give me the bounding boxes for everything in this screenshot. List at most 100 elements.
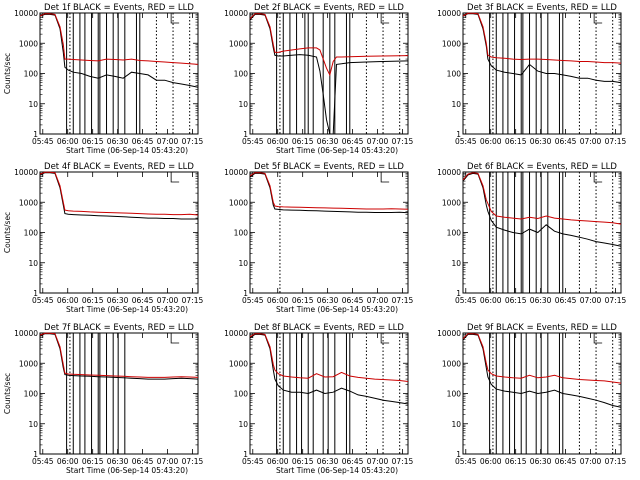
plot-frame: [249, 171, 409, 294]
plot-frame: [39, 332, 199, 455]
series-line-lld: [462, 172, 622, 225]
series-line-lld: [462, 333, 622, 384]
y-axis-title: Counts/sec: [3, 373, 12, 414]
y-tick-label: 10: [28, 420, 38, 429]
x-tick-label: 07:15: [182, 296, 204, 305]
y-tick-label: 1000: [229, 359, 248, 368]
x-tick-label: 05:45: [32, 137, 54, 146]
plot-frame: [462, 332, 622, 455]
x-tick-label: 07:00: [367, 137, 389, 146]
x-tick-label: 06:00: [57, 457, 79, 466]
y-tick-label: 1: [456, 450, 461, 459]
y-tick-label: 10: [238, 100, 248, 109]
x-tick-label: 06:15: [292, 137, 314, 146]
bracket-marker: [380, 13, 390, 24]
chart-title: Det 2f BLACK = Events, RED = LLD: [254, 3, 404, 13]
x-axis-title: Start Time (06-Sep-14 05:43:20): [276, 466, 398, 475]
y-tick-label: 10: [451, 100, 461, 109]
series-line-lld: [39, 13, 199, 65]
x-tick-label: 07:00: [157, 296, 179, 305]
y-tick-label: 1: [243, 130, 248, 139]
series-line-events: [249, 333, 409, 405]
x-tick-label: 06:45: [342, 296, 364, 305]
x-tick-label: 07:00: [580, 457, 602, 466]
x-tick-label: 06:15: [292, 457, 314, 466]
y-tick-label: 100: [234, 229, 249, 238]
series-line-lld: [39, 332, 199, 378]
x-tick-label: 05:45: [455, 296, 477, 305]
y-tick-label: 1000: [19, 39, 38, 48]
x-tick-label: 07:00: [580, 137, 602, 146]
series-line-events: [39, 13, 199, 88]
bracket-marker: [380, 333, 390, 344]
y-tick-label: 10: [28, 259, 38, 268]
x-tick-label: 07:00: [157, 457, 179, 466]
plot-frame: [39, 171, 199, 294]
y-tick-label: 100: [447, 70, 462, 79]
y-tick-label: 10000: [437, 329, 461, 338]
y-tick-label: 10000: [224, 9, 248, 18]
x-tick-label: 06:00: [480, 457, 502, 466]
y-tick-label: 1000: [442, 39, 461, 48]
x-tick-label: 06:45: [132, 137, 154, 146]
x-tick-label: 06:00: [267, 457, 289, 466]
y-tick-label: 1000: [19, 198, 38, 207]
bracket-marker: [170, 333, 180, 344]
x-tick-label: 06:00: [267, 296, 289, 305]
series-line-lld: [249, 13, 409, 77]
series-line-events: [462, 333, 622, 408]
x-tick-label: 06:45: [555, 137, 577, 146]
x-tick-label: 05:45: [32, 457, 54, 466]
y-tick-label: 1: [33, 289, 38, 298]
y-tick-label: 1000: [442, 359, 461, 368]
y-tick-label: 1000: [229, 39, 248, 48]
chart-panel-8: Det 8f BLACK = Events, RED = LLD 1 10 100 10…: [224, 323, 413, 475]
x-tick-label: 07:00: [580, 296, 602, 305]
x-tick-label: 05:45: [32, 296, 54, 305]
y-tick-label: 100: [447, 229, 462, 238]
series-line-events: [462, 172, 622, 247]
x-tick-label: 06:30: [530, 296, 552, 305]
x-tick-label: 06:00: [267, 137, 289, 146]
y-tick-label: 1: [456, 130, 461, 139]
x-tick-label: 06:30: [317, 457, 339, 466]
y-tick-label: 100: [24, 70, 39, 79]
x-tick-label: 06:15: [505, 296, 527, 305]
chart-panel-9: Det 9f BLACK = Events, RED = LLD 1 10 100 10…: [437, 323, 626, 466]
plot-frame: [462, 12, 622, 135]
x-tick-label: 05:45: [455, 137, 477, 146]
bracket-marker: [593, 333, 603, 344]
y-tick-label: 1: [456, 289, 461, 298]
plot-frame: [462, 171, 622, 294]
x-tick-label: 06:15: [82, 137, 104, 146]
y-tick-label: 100: [447, 390, 462, 399]
y-tick-label: 1000: [442, 198, 461, 207]
x-tick-label: 06:30: [530, 137, 552, 146]
x-tick-label: 06:15: [292, 296, 314, 305]
y-tick-label: 10000: [224, 168, 248, 177]
x-tick-label: 06:45: [342, 457, 364, 466]
bracket-marker: [170, 13, 180, 24]
y-tick-label: 10: [28, 100, 38, 109]
y-tick-label: 1: [243, 289, 248, 298]
y-tick-label: 10000: [437, 168, 461, 177]
y-tick-label: 10: [451, 259, 461, 268]
chart-title: Det 5f BLACK = Events, RED = LLD: [254, 162, 404, 172]
series-line-events: [249, 13, 409, 135]
series-line-lld: [462, 12, 622, 64]
x-tick-label: 06:30: [530, 457, 552, 466]
series-line-events: [39, 333, 199, 380]
chart-panel-2: Det 2f BLACK = Events, RED = LLD 1 10 100 10…: [224, 3, 413, 155]
chart-panel-4: Det 4f BLACK = Events, RED = LLD 1 10 100 10…: [3, 162, 203, 314]
x-tick-label: 05:45: [242, 296, 264, 305]
y-tick-label: 100: [24, 390, 39, 399]
x-tick-label: 06:30: [317, 137, 339, 146]
y-tick-label: 1000: [229, 198, 248, 207]
x-tick-label: 06:45: [555, 296, 577, 305]
x-tick-label: 07:15: [605, 296, 627, 305]
y-tick-label: 10: [238, 420, 248, 429]
plot-frame: [39, 12, 199, 135]
x-tick-label: 05:45: [242, 137, 264, 146]
y-tick-label: 10: [238, 259, 248, 268]
y-tick-label: 100: [24, 229, 39, 238]
